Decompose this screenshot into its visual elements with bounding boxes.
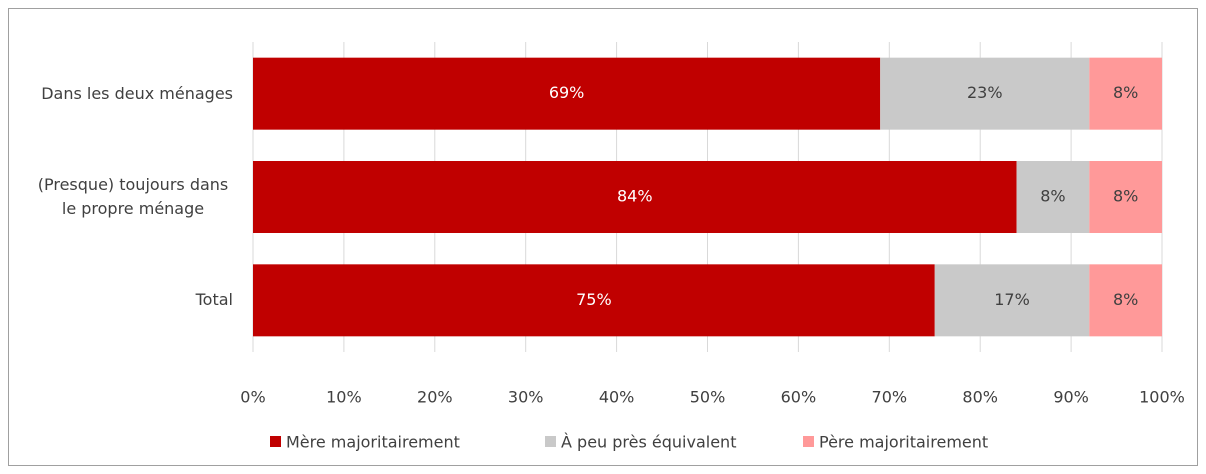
data-label: 8%: [1113, 83, 1138, 102]
bar-segment: [253, 57, 881, 130]
x-tick-label: 70%: [872, 388, 908, 407]
bar-segment: [1089, 57, 1162, 130]
x-tick-label: 40%: [599, 388, 635, 407]
bar-segment: [253, 264, 935, 337]
bar-segment: [1089, 264, 1162, 337]
legend-label: Mère majoritairement: [286, 433, 460, 452]
data-label: 84%: [617, 187, 653, 206]
data-label: 75%: [576, 290, 612, 309]
data-label: 23%: [967, 83, 1003, 102]
x-tick-label: 50%: [690, 388, 726, 407]
x-tick-label: 0%: [240, 388, 265, 407]
legend-label: À peu près équivalent: [561, 433, 736, 452]
legend-swatch: [545, 436, 556, 447]
bar-segment: [934, 264, 1090, 337]
category-label-box: Total: [196, 288, 233, 312]
legend-swatch: [270, 436, 281, 447]
x-tick-label: 20%: [417, 388, 453, 407]
x-tick-label: 10%: [326, 388, 362, 407]
bar-segment: [1016, 161, 1090, 233]
data-label: 69%: [549, 83, 585, 102]
category-label-box: (Presque) toujours dans le propre ménage: [33, 173, 233, 221]
data-label: 8%: [1113, 187, 1138, 206]
bar-segment: [880, 57, 1090, 130]
x-tick-label: 80%: [962, 388, 998, 407]
x-tick-label: 90%: [1053, 388, 1089, 407]
data-label: 17%: [994, 290, 1030, 309]
data-label: 8%: [1040, 187, 1065, 206]
category-label-box: Dans les deux ménages: [41, 82, 233, 106]
x-tick-label: 100%: [1139, 388, 1185, 407]
bar-segment: [1089, 161, 1162, 233]
data-label: 8%: [1113, 290, 1138, 309]
x-tick-label: 60%: [781, 388, 817, 407]
x-tick-label: 30%: [508, 388, 544, 407]
legend-swatch: [803, 436, 814, 447]
legend-label: Père majoritairement: [819, 433, 988, 452]
bar-segment: [253, 161, 1017, 233]
y-tick-label: Dans les deux ménages: [41, 83, 233, 103]
y-tick-label: Total: [195, 290, 233, 310]
y-tick-label: (Presque) toujours dans le propre ménage: [37, 175, 229, 218]
